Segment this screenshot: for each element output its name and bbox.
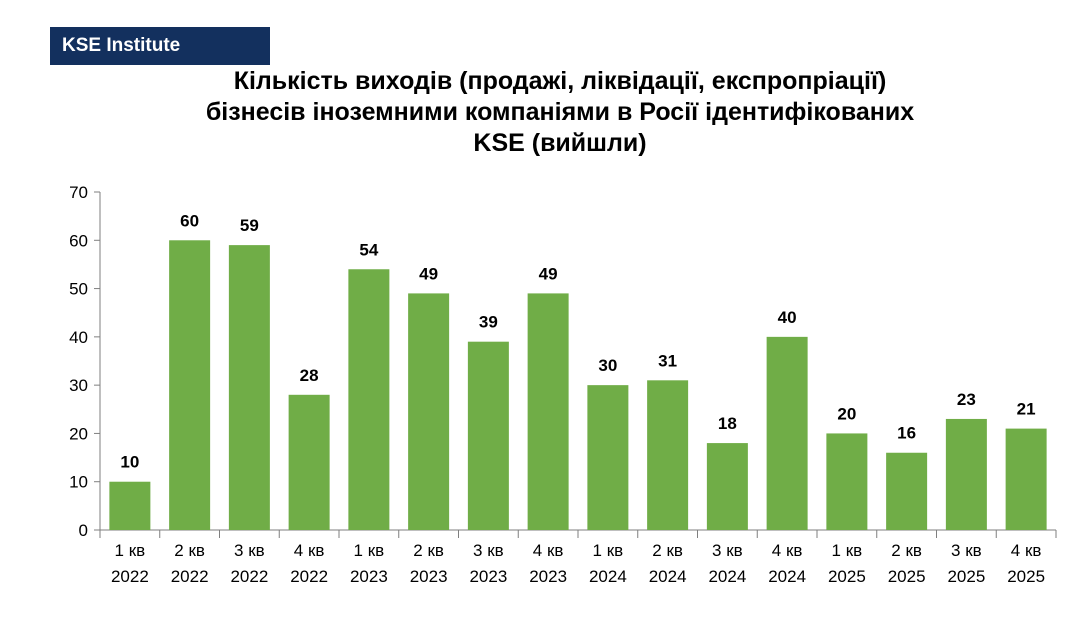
bar	[647, 380, 689, 530]
x-tick-label-year: 2024	[649, 567, 687, 586]
bar	[228, 245, 270, 530]
x-tick-label-quarter: 3 кв	[473, 541, 504, 560]
bar	[408, 293, 450, 530]
x-tick-label-quarter: 2 кв	[891, 541, 922, 560]
x-tick-label-year: 2022	[230, 567, 268, 586]
x-tick-label-year: 2025	[828, 567, 866, 586]
data-label: 23	[957, 390, 976, 409]
x-tick-label-quarter: 4 кв	[1011, 541, 1042, 560]
x-tick-label-year: 2023	[350, 567, 388, 586]
x-tick-label-year: 2022	[171, 567, 209, 586]
x-tick-label-quarter: 3 кв	[951, 541, 982, 560]
y-tick-label: 70	[69, 183, 88, 202]
data-label: 40	[778, 308, 797, 327]
data-label: 49	[419, 264, 438, 283]
x-tick-label-quarter: 3 кв	[712, 541, 743, 560]
bar	[288, 394, 330, 530]
data-label: 18	[718, 414, 737, 433]
bar	[467, 341, 509, 530]
x-tick-label-quarter: 1 кв	[115, 541, 146, 560]
x-tick-label-quarter: 1 кв	[593, 541, 624, 560]
x-tick-label-quarter: 2 кв	[413, 541, 444, 560]
y-tick-label: 60	[69, 231, 88, 250]
x-tick-label-year: 2024	[768, 567, 806, 586]
x-tick-label-year: 2023	[529, 567, 567, 586]
bar	[945, 418, 987, 530]
x-tick-label-quarter: 2 кв	[652, 541, 683, 560]
chart-title-line: KSE (вийшли)	[473, 129, 647, 157]
bar	[886, 452, 928, 530]
data-label: 49	[539, 264, 558, 283]
bar	[766, 336, 808, 530]
y-tick-label: 20	[69, 424, 88, 443]
x-tick-label-quarter: 2 кв	[174, 541, 205, 560]
x-tick-label-year: 2023	[410, 567, 448, 586]
data-label: 20	[837, 404, 856, 423]
x-tick-label-quarter: 4 кв	[772, 541, 803, 560]
x-tick-label-year: 2024	[708, 567, 746, 586]
data-label: 60	[180, 211, 199, 230]
x-tick-label-year: 2022	[290, 567, 328, 586]
y-tick-label: 50	[69, 280, 88, 299]
y-tick-label: 30	[69, 376, 88, 395]
data-label: 10	[120, 453, 139, 472]
bar	[348, 269, 390, 530]
brand-label: KSE Institute	[62, 35, 181, 56]
x-tick-label-quarter: 3 кв	[234, 541, 265, 560]
x-tick-label-year: 2025	[1007, 567, 1045, 586]
x-tick-label-year: 2024	[589, 567, 627, 586]
data-label: 54	[359, 240, 378, 259]
x-tick-label-quarter: 4 кв	[294, 541, 325, 560]
y-tick-label: 0	[79, 521, 88, 540]
bar	[587, 385, 629, 530]
data-label: 16	[897, 424, 916, 443]
x-tick-label-year: 2025	[888, 567, 926, 586]
bar	[169, 240, 211, 531]
chart-title: Кількість виходів (продажі, ліквідації, …	[120, 66, 1000, 159]
x-tick-label-year: 2022	[111, 567, 149, 586]
x-tick-label-quarter: 1 кв	[354, 541, 385, 560]
bar	[527, 293, 569, 530]
bar	[706, 443, 748, 530]
y-tick-label: 40	[69, 328, 88, 347]
chart-title-line: бізнесів іноземними компаніями в Росії і…	[205, 98, 915, 126]
data-label: 39	[479, 313, 498, 332]
data-label: 21	[1017, 400, 1036, 419]
x-tick-label-year: 2025	[947, 567, 985, 586]
bar	[826, 433, 868, 530]
x-tick-label-quarter: 4 кв	[533, 541, 564, 560]
x-tick-label-quarter: 1 кв	[832, 541, 863, 560]
bar	[1005, 428, 1047, 530]
data-label: 31	[658, 351, 677, 370]
x-tick-label-year: 2023	[469, 567, 507, 586]
data-label: 30	[598, 356, 617, 375]
chart-title-line: Кількість виходів (продажі, ліквідації, …	[233, 67, 887, 95]
data-label: 59	[240, 216, 259, 235]
y-tick-label: 10	[69, 473, 88, 492]
bar	[109, 481, 151, 530]
brand-badge: KSE Institute	[50, 27, 270, 65]
data-label: 28	[300, 366, 319, 385]
